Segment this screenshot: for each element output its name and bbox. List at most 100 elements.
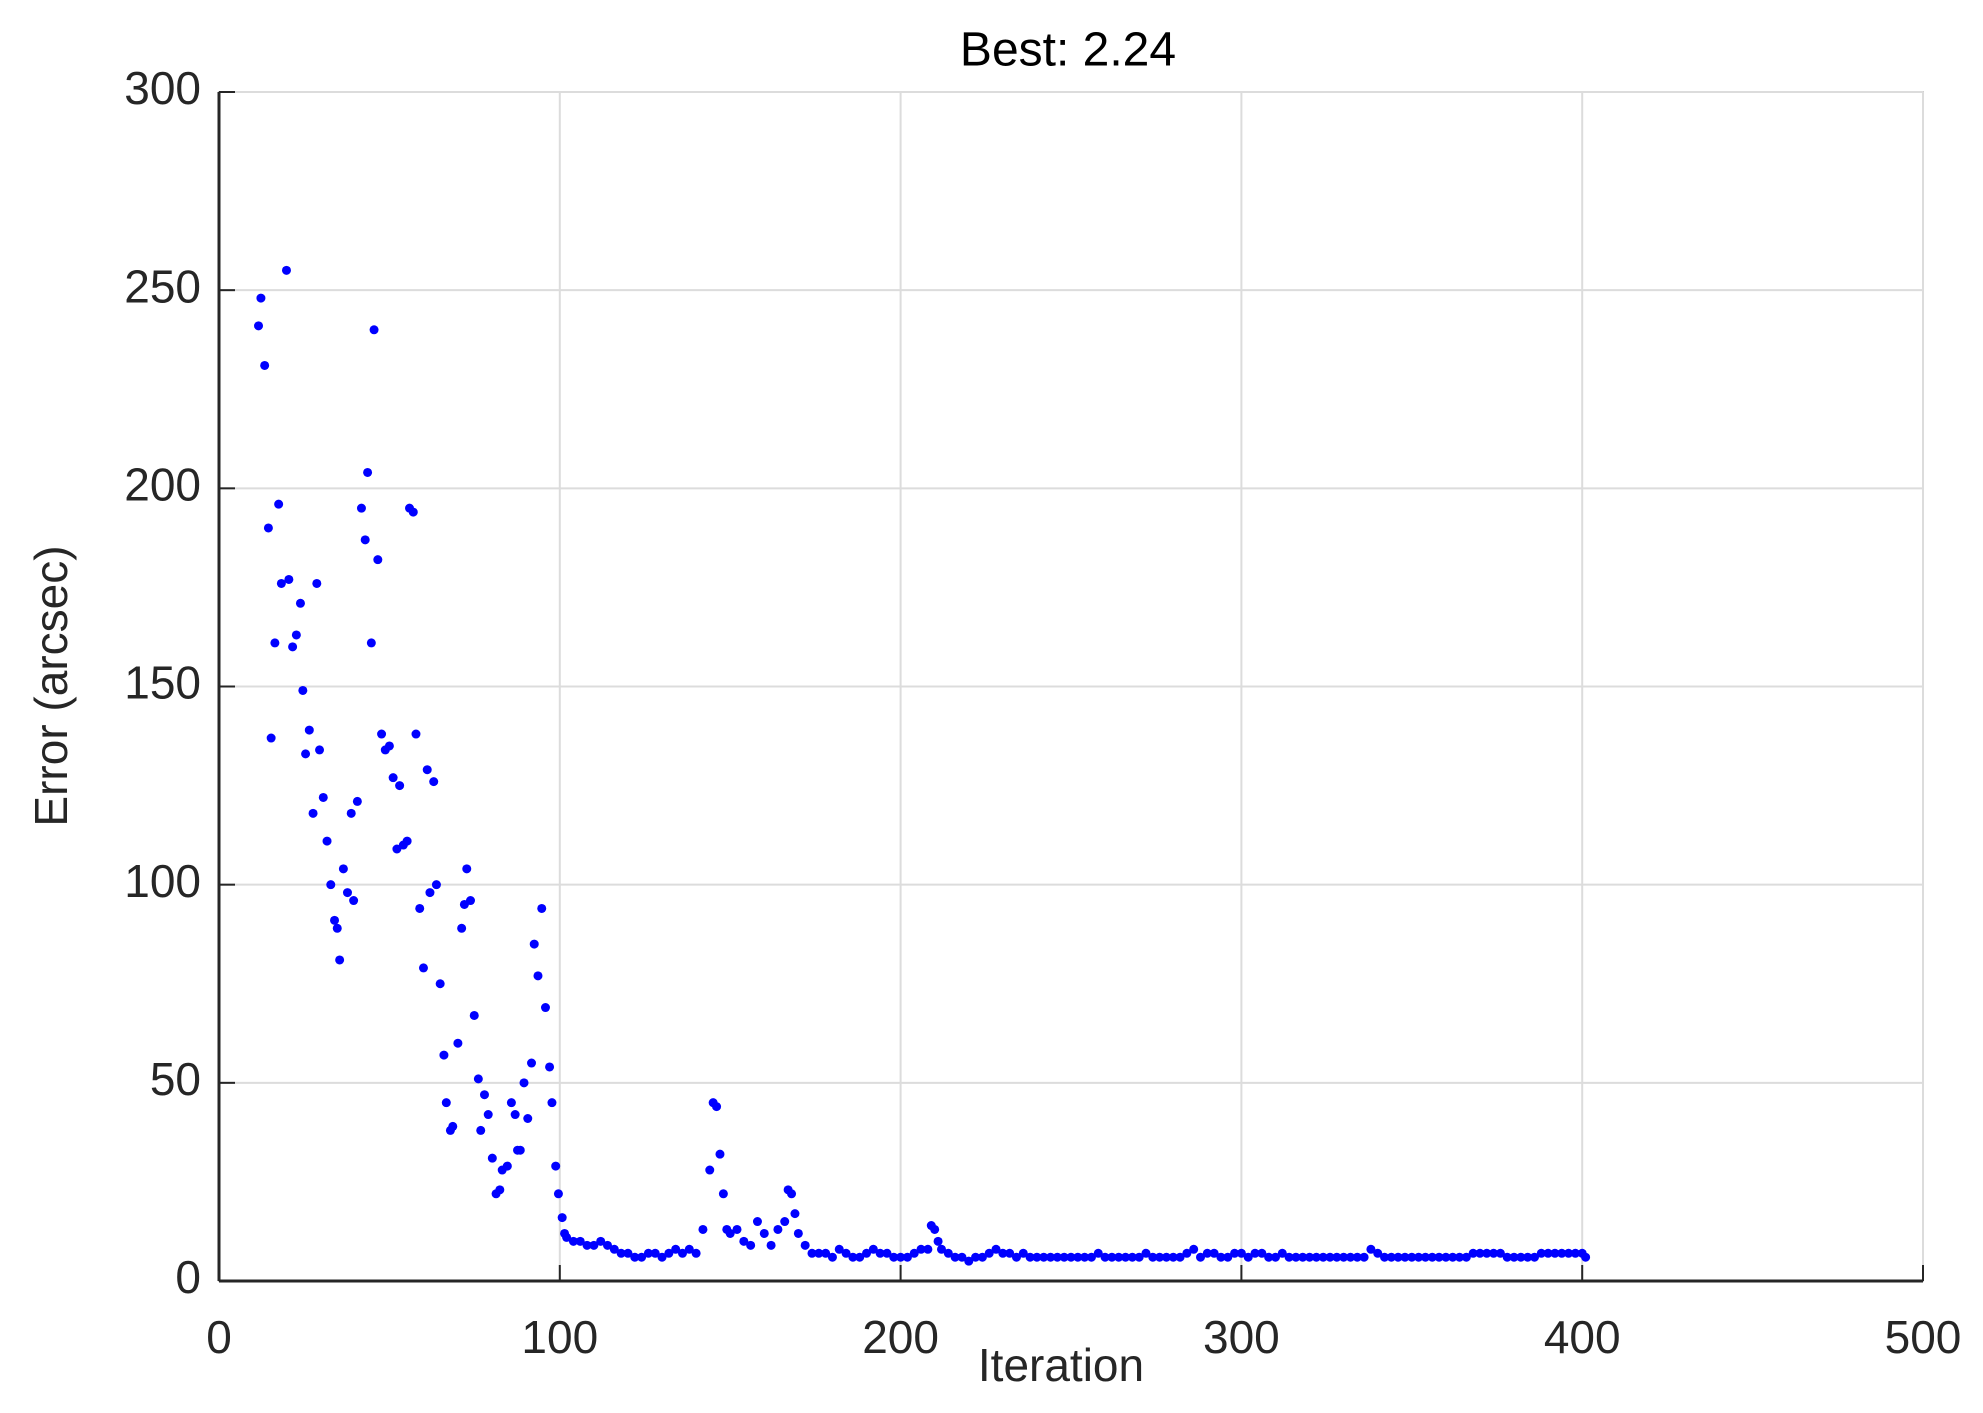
point bbox=[677, 1248, 687, 1258]
point bbox=[425, 888, 435, 898]
point bbox=[266, 733, 276, 743]
point bbox=[1325, 1252, 1335, 1262]
point bbox=[950, 1252, 960, 1262]
point bbox=[773, 1224, 783, 1234]
point bbox=[1427, 1252, 1437, 1262]
point bbox=[1305, 1252, 1315, 1262]
point bbox=[330, 915, 340, 925]
point bbox=[1359, 1252, 1369, 1262]
point bbox=[1270, 1252, 1280, 1262]
point bbox=[1148, 1252, 1158, 1262]
point bbox=[529, 939, 539, 949]
point bbox=[402, 836, 412, 846]
point bbox=[916, 1244, 926, 1254]
point bbox=[1032, 1252, 1042, 1262]
point bbox=[971, 1252, 981, 1262]
point bbox=[540, 1003, 550, 1013]
point bbox=[547, 1098, 557, 1108]
point bbox=[821, 1248, 831, 1258]
point bbox=[479, 1090, 489, 1100]
point bbox=[991, 1244, 1001, 1254]
point bbox=[304, 725, 314, 735]
x-tick-label: 200 bbox=[862, 1311, 939, 1363]
point bbox=[1291, 1252, 1301, 1262]
point bbox=[1168, 1252, 1178, 1262]
point bbox=[1039, 1252, 1049, 1262]
point bbox=[964, 1256, 974, 1266]
point bbox=[435, 979, 445, 989]
y-tick-label: 150 bbox=[124, 657, 201, 709]
point bbox=[1345, 1252, 1355, 1262]
point bbox=[650, 1248, 660, 1258]
point bbox=[1332, 1252, 1342, 1262]
point bbox=[1202, 1248, 1212, 1258]
point bbox=[281, 265, 291, 275]
point bbox=[1046, 1252, 1056, 1262]
point bbox=[732, 1224, 742, 1234]
point bbox=[657, 1252, 667, 1262]
point bbox=[363, 467, 373, 477]
point bbox=[909, 1248, 919, 1258]
point bbox=[431, 880, 441, 890]
point bbox=[332, 923, 342, 933]
point bbox=[596, 1236, 606, 1246]
point bbox=[1380, 1252, 1390, 1262]
point bbox=[1468, 1248, 1478, 1258]
point bbox=[301, 749, 311, 759]
point bbox=[1318, 1252, 1328, 1262]
point bbox=[875, 1248, 885, 1258]
point bbox=[1461, 1252, 1471, 1262]
point bbox=[1250, 1248, 1260, 1258]
point bbox=[392, 844, 402, 854]
point bbox=[1536, 1248, 1546, 1258]
point bbox=[429, 777, 439, 787]
point bbox=[256, 293, 266, 303]
point bbox=[349, 896, 359, 906]
point bbox=[790, 1209, 800, 1219]
point bbox=[725, 1228, 735, 1238]
point bbox=[462, 864, 472, 874]
point bbox=[691, 1248, 701, 1258]
point bbox=[411, 729, 421, 739]
point bbox=[780, 1217, 790, 1227]
point bbox=[1114, 1252, 1124, 1262]
point bbox=[1543, 1248, 1553, 1258]
point bbox=[1407, 1252, 1417, 1262]
point bbox=[1182, 1248, 1192, 1258]
point bbox=[998, 1248, 1008, 1258]
point bbox=[510, 1110, 520, 1120]
point bbox=[943, 1248, 953, 1258]
point bbox=[270, 638, 280, 648]
x-tick-label: 0 bbox=[206, 1311, 232, 1363]
point bbox=[1448, 1252, 1458, 1262]
point bbox=[1223, 1252, 1233, 1262]
y-tick-label: 0 bbox=[175, 1251, 201, 1303]
point bbox=[308, 808, 318, 818]
point bbox=[1557, 1248, 1567, 1258]
point bbox=[1311, 1252, 1321, 1262]
point bbox=[519, 1078, 529, 1088]
chart-title: Best: 2.24 bbox=[960, 24, 1176, 77]
point bbox=[545, 1062, 555, 1072]
point bbox=[352, 796, 362, 806]
point bbox=[318, 792, 328, 802]
point bbox=[1080, 1252, 1090, 1262]
x-tick-label: 400 bbox=[1544, 1311, 1621, 1363]
point bbox=[254, 321, 264, 331]
point bbox=[422, 765, 432, 775]
point bbox=[527, 1058, 537, 1068]
point bbox=[1366, 1244, 1376, 1254]
point bbox=[1264, 1252, 1274, 1262]
point bbox=[589, 1240, 599, 1250]
point bbox=[1175, 1252, 1185, 1262]
point bbox=[746, 1240, 756, 1250]
point bbox=[483, 1110, 493, 1120]
point bbox=[457, 923, 467, 933]
point bbox=[448, 1121, 458, 1131]
point bbox=[356, 503, 366, 513]
point bbox=[698, 1224, 708, 1234]
point bbox=[326, 880, 336, 890]
x-tick-label: 500 bbox=[1885, 1311, 1962, 1363]
point bbox=[1516, 1252, 1526, 1262]
point bbox=[1093, 1248, 1103, 1258]
